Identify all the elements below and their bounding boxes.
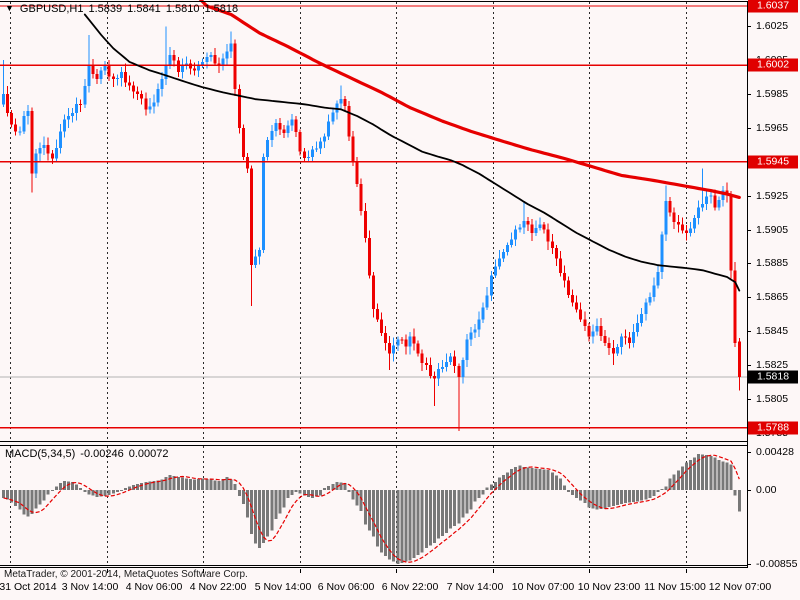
time-label: 6 Nov 06:00 (317, 581, 375, 593)
price-tick-mark (747, 365, 751, 367)
axis-row-border (0, 567, 748, 568)
time-label: 12 Nov 07:00 (708, 581, 772, 593)
ohlc-high: 1.5841 (127, 3, 161, 15)
time-label: 7 Nov 14:00 (446, 581, 504, 593)
time-tick-mark (10, 569, 11, 573)
price-chart-canvas[interactable] (0, 0, 747, 441)
macd-tick-mark (747, 564, 751, 565)
price-tick-label: 1.5965 (756, 121, 789, 134)
macd-tick-label: 0.00428 (756, 446, 794, 458)
price-tick-label: 1.5885 (756, 257, 789, 270)
price-tick-label: 1.5845 (756, 325, 789, 338)
macd-tick-label: -0.00855 (756, 558, 798, 570)
time-tick-mark (396, 569, 397, 573)
price-tick-label: 1.5825 (756, 359, 789, 372)
time-label: 6 Nov 22:00 (381, 581, 439, 593)
price-tick-mark (747, 26, 751, 28)
pane-separator-top (0, 441, 748, 442)
price-tick-label: 1.5905 (756, 223, 789, 236)
time-label: 10 Nov 23:00 (577, 581, 641, 593)
price-tick-label: 1.5805 (756, 393, 789, 405)
macd-bottom-border (0, 565, 748, 566)
time-label: 3 Nov 14:00 (61, 581, 119, 593)
ma-fast-line (83, 13, 741, 292)
chart-shift-marker-icon: ▼ (5, 3, 14, 13)
price-axis: 1.60251.60051.59851.59651.59451.59251.59… (747, 0, 800, 600)
candles (2, 26, 741, 432)
time-label: 31 Oct 2014 (0, 581, 57, 593)
price-tick-mark (747, 94, 751, 96)
time-tick-mark (107, 569, 108, 573)
price-level-badge: 1.5945 (748, 155, 798, 169)
ma-slow-line (198, 0, 741, 199)
price-tick-mark (747, 195, 751, 197)
time-label: 10 Nov 07:00 (511, 581, 575, 593)
price-tick-label: 1.5865 (756, 291, 789, 304)
macd-indicator-label: MACD(5,34,5) (5, 448, 76, 460)
ohlc-open: 1.5839 (88, 3, 123, 15)
time-tick-mark (300, 569, 301, 573)
time-tick-mark (686, 569, 687, 573)
macd-signal-line (3, 454, 740, 563)
ohlc-header: ▼ GBPUSD,H1 1.5839 1.5841 1.5810 1.5818 (5, 3, 238, 15)
time-tick-mark (589, 569, 590, 573)
time-tick-mark (203, 569, 204, 573)
time-label: 5 Nov 14:00 (254, 581, 312, 593)
time-label: 4 Nov 06:00 (125, 581, 183, 593)
macd-header: MACD(5,34,5) -0.00246 0.00072 (5, 448, 169, 460)
price-tick-label: 1.6025 (756, 20, 789, 33)
copyright-text: MetaTrader, © 2001-2014, MetaQuotes Soft… (4, 569, 248, 580)
pane-top-border (0, 1, 748, 2)
price-tick-mark (747, 127, 751, 129)
time-label: 4 Nov 22:00 (189, 581, 247, 593)
price-level-badge: 1.6002 (748, 58, 798, 72)
current-price-badge: 1.5818 (748, 370, 798, 384)
macd-tick-mark (747, 490, 751, 491)
price-level-badge: 1.5788 (748, 421, 798, 435)
ohlc-low: 1.5810 (165, 3, 200, 15)
price-tick-mark (747, 297, 751, 299)
macd-canvas[interactable] (0, 446, 747, 566)
macd-value: -0.00246 (80, 448, 124, 460)
macd-tick-label: 0.00 (756, 484, 777, 496)
symbol-period-label: GBPUSD,H1 (19, 3, 84, 15)
time-label: 11 Nov 15:00 (644, 581, 706, 593)
price-tick-mark (747, 263, 751, 265)
ohlc-close: 1.5818 (204, 3, 239, 15)
price-tick-label: 1.5985 (756, 88, 789, 101)
time-tick-mark (493, 569, 494, 573)
price-tick-mark (747, 229, 751, 231)
price-axis-border (747, 1, 748, 568)
pane-separator-bottom[interactable] (0, 445, 748, 446)
price-tick-label: 1.5925 (756, 189, 789, 202)
macd-signal-value: 0.00072 (128, 448, 169, 460)
macd-histogram (2, 453, 741, 564)
price-tick-mark (747, 331, 751, 333)
price-level-badge: 1.6037 (748, 0, 798, 13)
price-tick-mark (747, 399, 751, 400)
macd-tick-mark (747, 452, 751, 453)
